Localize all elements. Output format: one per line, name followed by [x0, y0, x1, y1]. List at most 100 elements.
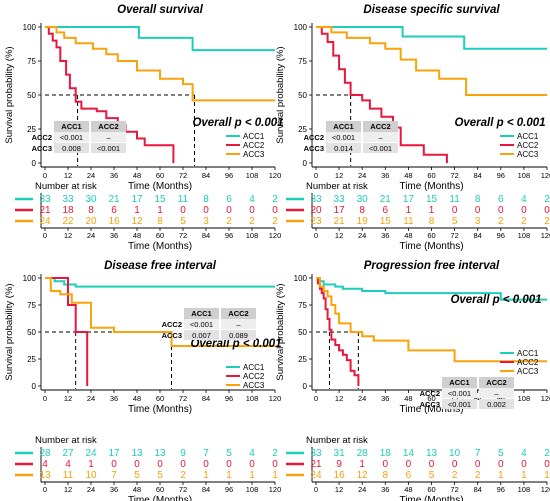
- risk-tick-label: 108: [518, 231, 531, 240]
- x-tick-label: 108: [518, 394, 531, 403]
- x-tick-label: 24: [87, 394, 95, 403]
- risk-count: 11: [178, 194, 189, 205]
- pairwise-column-label: ACC1: [449, 378, 469, 387]
- risk-count: 0: [180, 205, 186, 216]
- risk-count: 4: [249, 448, 255, 459]
- pairwise-row-label: ACC3: [420, 400, 440, 409]
- risk-count: 2: [272, 194, 278, 205]
- risk-count: 24: [39, 216, 51, 227]
- risk-count: 2: [249, 216, 255, 227]
- risk-count: 0: [157, 459, 163, 470]
- x-tick-label: 60: [156, 394, 164, 403]
- km-panel-1: Overall survival Survival probability (%)…: [4, 4, 284, 252]
- pairwise-cell-bg: [442, 388, 477, 398]
- pairwise-row-label: ACC2: [32, 133, 52, 142]
- x-tick-label: 12: [64, 394, 72, 403]
- y-tick-label: 0: [303, 159, 308, 168]
- pairwise-cell-value: 0.089: [229, 331, 248, 340]
- risk-tick-label: 0: [314, 231, 318, 240]
- risk-tick-label: 120: [541, 231, 550, 240]
- risk-count: 2: [452, 470, 458, 481]
- y-tick-label: 75: [298, 57, 307, 66]
- y-tick-label: 25: [27, 125, 36, 134]
- risk-count: 2: [475, 470, 481, 481]
- pairwise-cell-value: 0.007: [192, 331, 211, 340]
- risk-count: 12: [357, 470, 369, 481]
- y-tick-label: 50: [298, 91, 307, 100]
- x-tick-label: 0: [314, 394, 318, 403]
- risk-count: 5: [429, 470, 435, 481]
- y-tick-label: 0: [32, 382, 37, 391]
- legend-label: ACC1: [517, 132, 539, 141]
- x-tick-label: 48: [404, 394, 412, 403]
- risk-table-title: Number at risk: [306, 181, 368, 192]
- risk-tick-label: 12: [64, 231, 72, 240]
- pairwise-cell-bg: [442, 399, 477, 409]
- risk-count: 1: [226, 470, 232, 481]
- risk-x-axis-label: Time (Months): [399, 495, 463, 501]
- risk-count: 5: [180, 216, 186, 227]
- y-tick-label: 25: [298, 125, 307, 134]
- pairwise-cell-bg: [363, 143, 398, 153]
- risk-count: 15: [426, 194, 438, 205]
- pairwise-header-cell: [221, 308, 256, 319]
- risk-count: 2: [272, 448, 278, 459]
- km-curve-acc3: [316, 277, 547, 363]
- risk-count: 1: [544, 470, 550, 481]
- pairwise-cell-value: <0.001: [448, 400, 471, 409]
- risk-tick-label: 72: [179, 485, 187, 494]
- risk-count: 21: [108, 194, 120, 205]
- risk-tick-label: 96: [225, 485, 233, 494]
- risk-count: 4: [65, 459, 71, 470]
- risk-count: 28: [39, 448, 51, 459]
- risk-count: 5: [452, 216, 458, 227]
- x-axis-label: Time (Months): [399, 404, 463, 415]
- risk-tick-label: 108: [246, 485, 259, 494]
- y-axis-label: Survival probability (%): [4, 283, 15, 380]
- risk-count: 8: [383, 470, 389, 481]
- x-tick-label: 24: [358, 171, 366, 180]
- risk-count: 6: [498, 194, 504, 205]
- risk-count: 8: [475, 194, 481, 205]
- risk-tick-label: 84: [202, 485, 210, 494]
- risk-count: 4: [521, 448, 527, 459]
- risk-count: 6: [406, 470, 412, 481]
- risk-tick-label: 0: [43, 231, 47, 240]
- risk-tick-label: 84: [474, 231, 482, 240]
- pairwise-cell-bg: [326, 143, 361, 153]
- risk-count: 1: [406, 205, 412, 216]
- legend-label: ACC2: [517, 358, 539, 367]
- pairwise-header-cell: [326, 121, 361, 132]
- risk-count: 1: [521, 470, 527, 481]
- legend-label: ACC2: [243, 372, 265, 381]
- risk-count: 2: [544, 216, 550, 227]
- pairwise-header-cell: [91, 121, 126, 132]
- km-curve-acc1: [316, 26, 547, 50]
- y-tick-label: 50: [27, 91, 36, 100]
- x-axis-label: Time (Months): [128, 181, 192, 192]
- risk-count: 8: [88, 205, 94, 216]
- risk-count: 13: [39, 470, 51, 481]
- risk-count: 22: [62, 216, 74, 227]
- risk-count: 0: [521, 205, 527, 216]
- risk-count: 0: [498, 205, 504, 216]
- risk-count: 23: [310, 216, 322, 227]
- y-tick-label: 25: [27, 355, 36, 364]
- pairwise-header-cell: [54, 121, 89, 132]
- risk-tick-label: 60: [156, 485, 164, 494]
- risk-tick-label: 84: [202, 231, 210, 240]
- risk-count: 17: [108, 448, 120, 459]
- risk-count: 1: [359, 459, 365, 470]
- risk-count: 33: [334, 194, 346, 205]
- risk-count: 6: [383, 205, 389, 216]
- risk-count: 5: [134, 470, 140, 481]
- y-tick-label: 100: [23, 23, 37, 32]
- pairwise-cell-bg: [221, 319, 256, 329]
- risk-count: 18: [380, 448, 392, 459]
- risk-tick-label: 24: [87, 231, 95, 240]
- risk-tick-label: 96: [497, 485, 505, 494]
- risk-count: 16: [108, 216, 120, 227]
- risk-tick-label: 60: [156, 231, 164, 240]
- y-tick-label: 100: [294, 274, 308, 283]
